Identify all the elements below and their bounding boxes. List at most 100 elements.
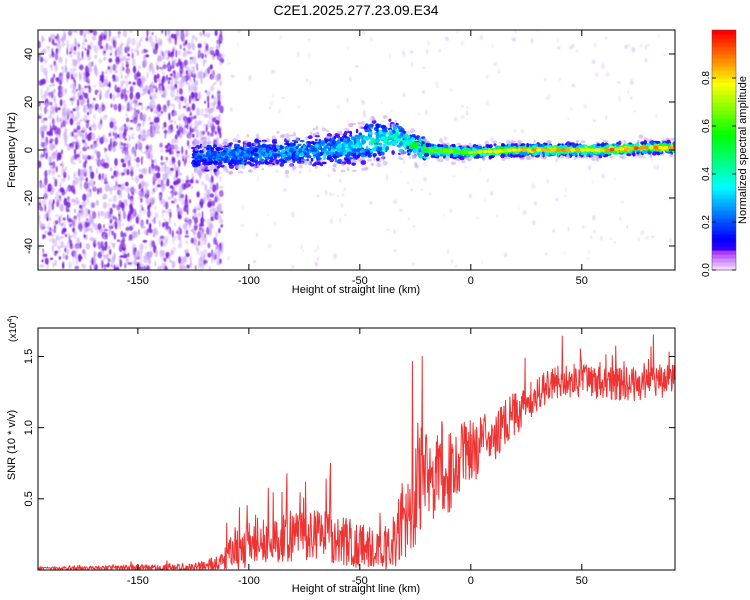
noise-speck <box>38 246 41 251</box>
noise-speck <box>100 89 102 98</box>
signal-speck <box>580 151 584 156</box>
signal-speck <box>351 162 356 166</box>
noise-speck <box>137 77 142 87</box>
noise-speck <box>154 157 157 165</box>
noise-speck <box>100 32 104 41</box>
noise-speck <box>119 86 123 93</box>
signal-speck <box>208 156 211 160</box>
noise-speck <box>386 228 390 231</box>
noise-speck <box>484 198 487 202</box>
noise-speck <box>152 126 155 130</box>
noise-speck <box>68 261 72 270</box>
noise-speck <box>68 54 73 58</box>
signal-speck <box>311 164 317 167</box>
noise-speck <box>113 170 117 176</box>
signal-speck <box>281 160 286 163</box>
signal-speck <box>258 155 262 160</box>
noise-speck <box>102 115 108 121</box>
noise-speck <box>104 162 110 169</box>
noise-speck <box>46 217 49 222</box>
noise-speck <box>99 45 104 49</box>
noise-speck <box>190 228 195 233</box>
noise-speck <box>65 117 69 121</box>
noise-speck <box>186 209 189 215</box>
signal-speck <box>244 162 247 166</box>
noise-speck <box>213 97 217 103</box>
noise-speck <box>63 131 67 141</box>
signal-speck <box>409 128 416 134</box>
noise-speck <box>153 228 158 235</box>
signal-speck <box>589 151 594 156</box>
noise-speck <box>98 228 102 233</box>
noise-speck <box>159 40 163 48</box>
noise-speck <box>215 49 220 57</box>
noise-speck <box>178 256 182 264</box>
signal-speck <box>383 133 386 137</box>
noise-speck <box>128 30 134 34</box>
noise-speck <box>82 193 87 202</box>
noise-speck <box>435 80 439 86</box>
noise-speck <box>216 260 220 266</box>
noise-speck <box>452 175 456 178</box>
signal-speck <box>227 157 231 163</box>
noise-speck <box>58 79 63 86</box>
noise-speck <box>77 129 81 136</box>
noise-speck <box>60 240 65 249</box>
noise-speck <box>103 228 109 232</box>
noise-speck <box>51 185 54 189</box>
noise-speck <box>120 65 123 75</box>
noise-speck <box>102 44 105 51</box>
noise-speck <box>281 96 286 99</box>
noise-speck <box>123 30 127 38</box>
signal-speck <box>412 141 416 144</box>
noise-speck <box>113 232 117 240</box>
noise-speck <box>66 40 70 44</box>
noise-speck <box>74 134 77 141</box>
signal-speck <box>392 140 398 146</box>
signal-speck <box>332 139 336 145</box>
noise-speck <box>98 58 103 64</box>
signal-speck <box>348 151 351 156</box>
noise-speck <box>90 132 96 141</box>
noise-speck <box>170 33 175 39</box>
noise-speck <box>139 258 143 266</box>
noise-speck <box>182 105 187 109</box>
noise-speck <box>650 156 655 162</box>
noise-speck <box>42 248 44 254</box>
noise-speck <box>160 148 164 153</box>
noise-speck <box>195 134 200 138</box>
noise-speck <box>127 164 133 169</box>
signal-speck <box>333 162 337 168</box>
noise-speck <box>188 221 192 229</box>
noise-speck <box>57 107 61 111</box>
noise-speck <box>211 118 216 123</box>
noise-speck <box>70 156 74 164</box>
noise-speck <box>176 204 179 209</box>
noise-speck <box>172 70 176 74</box>
noise-speck <box>215 119 220 125</box>
noise-speck <box>162 198 166 208</box>
signal-speck <box>229 142 233 145</box>
signal-speck <box>488 144 493 149</box>
signal-speck <box>306 152 310 156</box>
noise-speck <box>601 63 605 70</box>
noise-speck <box>130 119 133 123</box>
noise-speck <box>555 197 559 201</box>
signal-speck <box>408 156 412 159</box>
noise-speck <box>402 92 406 98</box>
noise-speck <box>79 178 83 187</box>
noise-speck <box>164 240 169 245</box>
noise-speck <box>65 187 70 192</box>
noise-speck <box>215 245 219 250</box>
signal-speck <box>358 142 362 147</box>
noise-speck <box>89 132 92 135</box>
noise-speck <box>62 227 67 232</box>
noise-speck <box>214 196 218 203</box>
noise-speck <box>591 59 596 65</box>
noise-speck <box>58 248 61 253</box>
noise-speck <box>172 86 176 91</box>
signal-speck <box>647 150 652 155</box>
noise-speck <box>125 226 130 231</box>
noise-speck <box>136 250 141 260</box>
noise-speck <box>38 51 43 54</box>
